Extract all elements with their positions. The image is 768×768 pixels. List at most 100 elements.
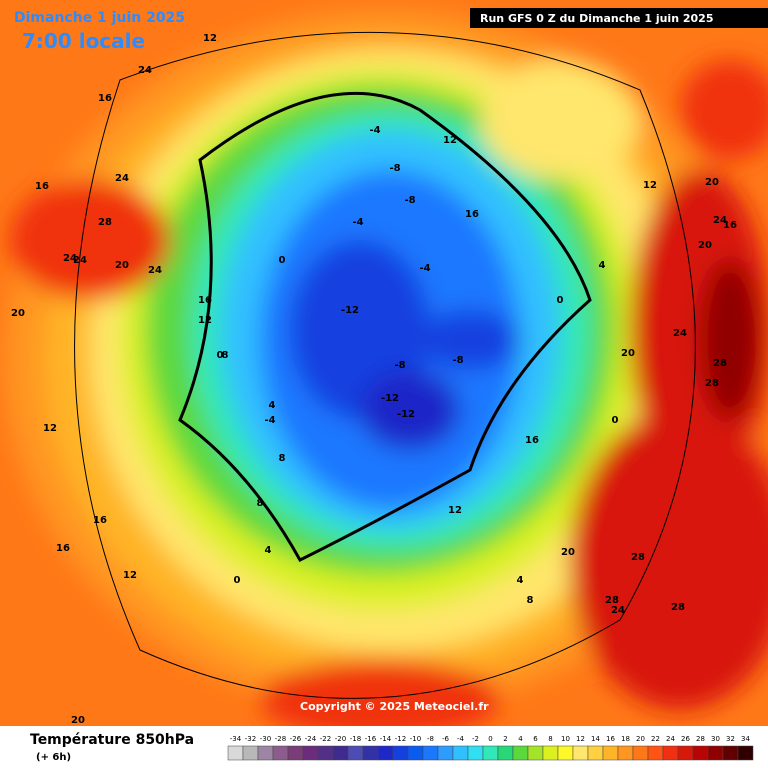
contour-label: 4 (265, 545, 272, 556)
contour-label: 8 (257, 498, 264, 509)
contour-label: 28 (705, 378, 719, 389)
contour-label: 4 (517, 575, 524, 586)
colorbar-label: 8 (548, 735, 552, 743)
contour-label: -8 (404, 195, 415, 206)
colorbar-swatch (302, 745, 319, 761)
colorbar-swatch (437, 745, 454, 761)
contour-label: 24 (63, 253, 77, 264)
time: 7:00 locale (22, 29, 145, 53)
colorbar-swatch (602, 745, 619, 761)
colorbar-swatch (362, 745, 379, 761)
colorbar-swatch (737, 745, 754, 761)
colorbar-swatch (692, 745, 709, 761)
contour-label: -4 (352, 217, 363, 228)
colorbar-swatch (587, 745, 604, 761)
colorbar-label: -8 (427, 735, 434, 743)
colorbar-label: -2 (472, 735, 479, 743)
colorbar-swatch (287, 745, 304, 761)
colorbar: -34 -32 -30 -28 -26 -24 -22 -20 -18 -16 -14 -12 -10-… (227, 735, 754, 761)
contour-label: 8 (279, 453, 286, 464)
colorbar-swatch (332, 745, 349, 761)
colorbar-swatch (377, 745, 394, 761)
colorbar-swatch (497, 745, 514, 761)
contour-label: 0 (612, 415, 619, 426)
contour-label: -4 (369, 125, 380, 136)
colorbar-label: 6 (533, 735, 538, 743)
colorbar-swatch (527, 745, 544, 761)
contour-label: 12 (443, 135, 457, 146)
contour-label: -8 (389, 163, 400, 174)
colorbar-label: 4 (518, 735, 523, 743)
colorbar-label: -12 (395, 735, 406, 743)
colorbar-swatch (227, 745, 244, 761)
colorbar-swatch (572, 745, 589, 761)
contour-label: 0 (217, 350, 224, 361)
colorbar-label: 18 (621, 735, 630, 743)
contour-label: 20 (698, 240, 712, 251)
colorbar-label: -28 (275, 735, 286, 743)
colorbar-label: -32 (245, 735, 256, 743)
colorbar-label: 28 (696, 735, 705, 743)
contour-label: 24 (73, 255, 87, 266)
colorbar-swatch (617, 745, 634, 761)
colorbar-swatch (242, 745, 259, 761)
colorbar-swatch (422, 745, 439, 761)
run: Run GFS 0 Z du Dimanche 1 juin 2025 (480, 12, 713, 25)
contour-label: 28 (671, 602, 685, 613)
colorbar-label: -18 (350, 735, 361, 743)
contour-label: -4 (419, 263, 430, 274)
contour-label: -8 (394, 360, 405, 371)
contour-label: 16 (35, 181, 49, 192)
legend-title: Température 850hPa (30, 732, 194, 748)
colorbar-swatch (722, 745, 739, 761)
colorbar-label: 2 (503, 735, 507, 743)
contour-label: 8 (527, 595, 534, 606)
colorbar-label: 14 (591, 735, 600, 743)
contour-label: 16 (56, 543, 70, 554)
colorbar-swatch (317, 745, 334, 761)
colorbar-label: 30 (711, 735, 720, 743)
colorbar-label: 0 (488, 735, 492, 743)
colorbar-swatch (662, 745, 679, 761)
colorbar-label: 24 (666, 735, 675, 743)
colorbar-swatch (452, 745, 469, 761)
colorbar-label: -4 (457, 735, 465, 743)
contour-label: -4 (264, 415, 275, 426)
colorbar-label: 26 (681, 735, 690, 743)
contour-label: 4 (599, 260, 606, 271)
colorbar-swatch (632, 745, 649, 761)
contour-label: 24 (148, 265, 162, 276)
contour-label: 0 (279, 255, 286, 266)
colorbar-swatch (467, 745, 484, 761)
date: Dimanche 1 juin 2025 (14, 10, 185, 26)
contour-label: 20 (115, 260, 129, 271)
contour-label: 8 (222, 350, 229, 361)
contour-label: 12 (448, 505, 462, 516)
contour-label: 16 (198, 295, 212, 306)
contour-label: 28 (98, 217, 112, 228)
colorbar-swatch (557, 745, 574, 761)
legend-step: (+ 6h) (36, 752, 71, 763)
colorbar-label: 20 (636, 735, 645, 743)
contour-label: 16 (723, 220, 737, 231)
contour-label: 24 (673, 328, 687, 339)
colorbar-swatch (542, 745, 559, 761)
contour-label: 24 (713, 215, 727, 226)
colorbar-swatch (512, 745, 529, 761)
colorbar-swatch (707, 745, 724, 761)
contour-labels: 121616242824202416128400-4-8-8-12-8-12-1… (11, 33, 737, 726)
contour-label: 12 (198, 315, 212, 326)
colorbar-label: -14 (380, 735, 392, 743)
colorbar-label: -34 (230, 735, 242, 743)
contour-label: 28 (631, 552, 645, 563)
contour-label: -8 (452, 355, 463, 366)
contour-label: 28 (605, 595, 619, 606)
contour-label: 16 (465, 209, 479, 220)
contour-label: 16 (525, 435, 539, 446)
contour-label: -12 (341, 305, 359, 316)
contour-label: 12 (203, 33, 217, 44)
colorbar-swatch (407, 745, 424, 761)
